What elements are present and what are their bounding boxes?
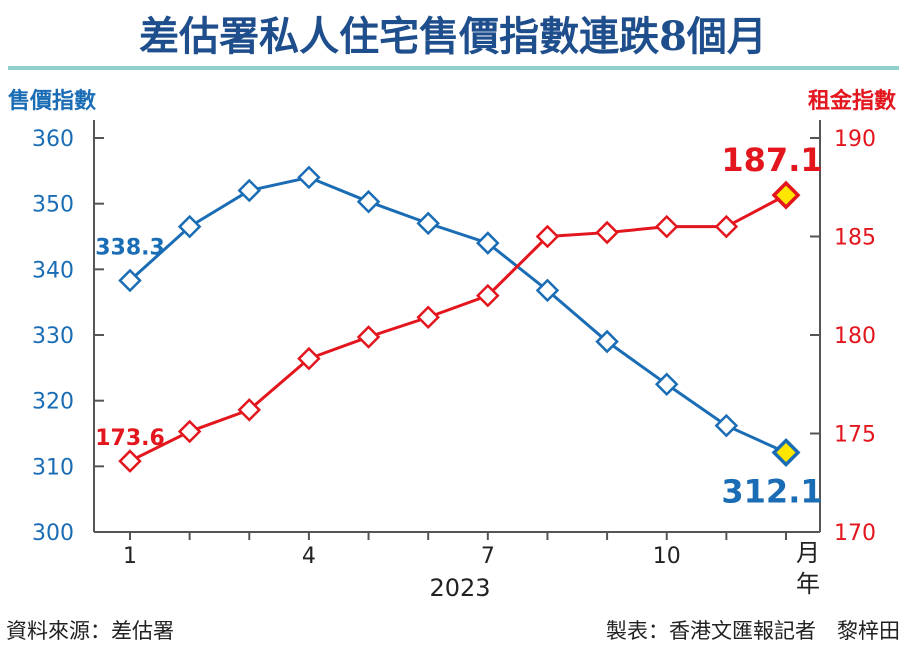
right-axis-ticks: 170 175 180 185 190 (810, 127, 876, 546)
rent-index-first-label: 173.6 (95, 426, 165, 451)
year-unit-label: 年 (796, 570, 820, 598)
price-index-line (128, 175, 787, 454)
rent-index-last-label: 187.1 (721, 141, 822, 179)
right-tick-label: 185 (834, 226, 876, 251)
price-index-point (177, 214, 202, 239)
x-tick-label: 10 (653, 544, 681, 569)
price-index-first-label: 338.3 (95, 235, 165, 260)
right-axis-title: 租金指數 (808, 88, 896, 114)
left-axis-ticks: 300 310 320 330 340 350 360 (32, 127, 104, 546)
right-tick-label: 175 (834, 423, 876, 448)
right-tick-label: 170 (834, 521, 876, 546)
rent-index-point (237, 398, 262, 422)
rent-index-point (177, 419, 202, 444)
left-tick-label: 330 (32, 324, 74, 349)
price-index-point (595, 329, 619, 354)
x-tick-label: 4 (302, 544, 316, 569)
price-index-point (476, 231, 500, 255)
rent-index-point (595, 220, 619, 245)
price-index-point (356, 189, 381, 214)
rent-index-point (654, 214, 679, 239)
data-labels: 338.3 312.1 173.6 187.1 (95, 141, 822, 510)
price-index-point (714, 413, 739, 438)
rent-index-point (416, 305, 440, 330)
price-index-point (654, 372, 679, 397)
price-index-point (771, 438, 801, 468)
year-label: 2023 (429, 574, 490, 602)
left-tick-label: 350 (32, 193, 74, 218)
price-index-last-label: 312.1 (721, 473, 822, 511)
chart-title: 差估署私人住宅售價指數連跌8個月 (139, 13, 767, 60)
rent-index-point (535, 224, 560, 249)
rent-index-point (118, 449, 142, 473)
rent-index-point (771, 180, 801, 210)
price-index-point (535, 278, 560, 303)
series-layer (118, 165, 801, 473)
left-tick-label: 310 (32, 455, 74, 480)
left-tick-label: 300 (32, 521, 74, 546)
right-tick-label: 180 (834, 324, 876, 349)
x-tick-label: 1 (123, 544, 137, 569)
left-tick-label: 360 (32, 127, 74, 152)
price-index-point (416, 211, 440, 236)
left-tick-label: 340 (32, 258, 74, 283)
rent-index-point (476, 283, 500, 308)
x-axis-ticks: 1 4 7 10 (123, 532, 787, 569)
right-tick-label: 190 (834, 127, 876, 152)
x-unit-label: 月 (796, 539, 820, 567)
credit-note: 製表：香港文匯報記者 黎梓田 (606, 619, 900, 643)
rent-index-line (129, 193, 787, 463)
source-note: 資料來源：差估署 (6, 619, 174, 643)
price-index-point (237, 178, 262, 203)
rent-index-point (714, 214, 739, 239)
price-index-point (297, 165, 321, 190)
left-axis-title: 售價指數 (8, 88, 96, 114)
left-tick-label: 320 (32, 390, 74, 415)
price-index-point (118, 268, 142, 293)
rent-index-point (356, 325, 381, 349)
x-tick-label: 7 (481, 544, 495, 569)
rent-index-point (297, 346, 321, 371)
